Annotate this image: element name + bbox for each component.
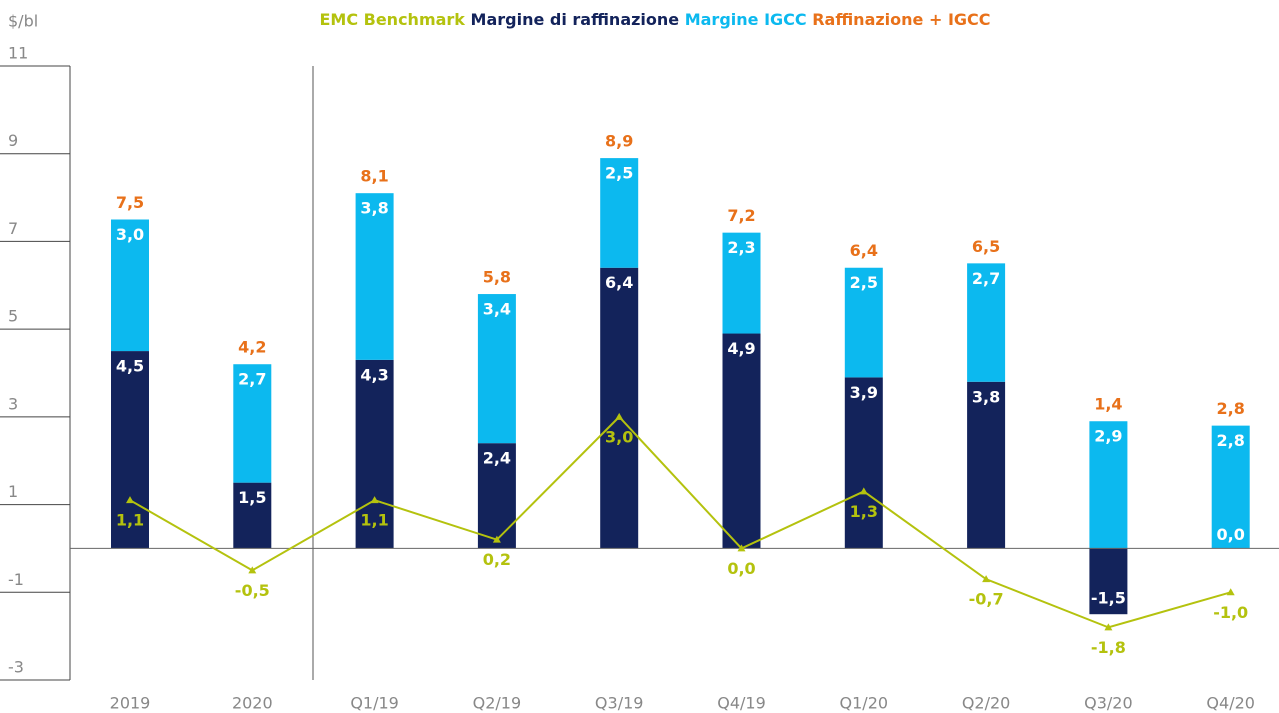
bar-label: 0,0: [1217, 525, 1245, 544]
legend-entry: Margine IGCC: [679, 10, 807, 29]
marker: [615, 412, 624, 420]
line: [129, 415, 1231, 629]
x-tick-label: Q4/19: [717, 694, 766, 713]
x-tick-label: 2019: [110, 694, 151, 713]
y-tick-label: -1: [8, 570, 24, 589]
bar-label: -1,5: [1091, 589, 1126, 608]
line-label: 0,2: [483, 550, 511, 569]
marker: [492, 535, 501, 543]
bar: [1211, 425, 1250, 549]
bar-label: 2,9: [1094, 427, 1122, 446]
marker: [859, 487, 868, 495]
y-tick-label: 11: [8, 44, 28, 63]
total-label: 7,2: [727, 206, 755, 225]
bar-label: 2,7: [972, 269, 1000, 288]
x-tick-label: 2020: [232, 694, 273, 713]
bar: [477, 294, 516, 444]
total-label: 8,1: [360, 167, 388, 186]
x-tick-label: Q1/20: [840, 694, 889, 713]
bar: [233, 364, 272, 483]
bar: [355, 359, 394, 549]
bar-label: 4,5: [116, 357, 144, 376]
line-label: 1,1: [116, 511, 144, 530]
line-label: -1,0: [1213, 603, 1248, 622]
total-label: 7,5: [116, 193, 144, 212]
marker: [126, 496, 134, 504]
total-label: 6,5: [972, 237, 1000, 256]
bar-label: 1,5: [238, 488, 266, 507]
bar: [967, 381, 1006, 549]
bar-label: 6,4: [605, 273, 633, 292]
bar-label: 3,8: [972, 387, 1000, 406]
bar-label: 2,3: [727, 238, 755, 257]
total-label: 2,8: [1217, 399, 1245, 418]
bar: [111, 219, 149, 352]
bar-label: 3,8: [360, 199, 388, 218]
legend: EMC Benchmark Margine di raffinazione Ma…: [319, 10, 990, 29]
bar: [233, 482, 272, 549]
total-label: 4,2: [238, 338, 266, 357]
marker: [982, 575, 991, 583]
bar: [600, 158, 639, 268]
marker: [737, 544, 746, 552]
x-tick-label: Q3/20: [1084, 694, 1133, 713]
line-label: 1,1: [360, 511, 388, 530]
bar: [844, 377, 883, 549]
bar: [1089, 421, 1128, 549]
x-tick-label: Q4/20: [1206, 694, 1255, 713]
bar-label: 2,5: [605, 164, 633, 183]
total-label: 8,9: [605, 132, 633, 151]
marker: [1226, 588, 1235, 596]
bar-label: 2,5: [850, 273, 878, 292]
bar: [355, 193, 394, 360]
bar-label: 3,4: [483, 300, 511, 319]
line-label: 3,0: [605, 427, 633, 446]
legend-entry: Raffinazione + IGCC: [807, 10, 991, 29]
y-tick-label: 7: [8, 219, 18, 238]
legend-entry: Margine di raffinazione: [465, 10, 679, 29]
bar: [722, 333, 761, 549]
line-label: -0,5: [235, 581, 270, 600]
line-label: 0,0: [727, 559, 755, 578]
total-label: 5,8: [483, 268, 511, 287]
x-tick-label: Q2/20: [962, 694, 1011, 713]
marker: [370, 496, 379, 504]
bar-label: 3,0: [116, 225, 144, 244]
y-tick-label: 1: [8, 482, 18, 501]
x-tick-label: Q3/19: [595, 694, 644, 713]
y-tick-label: -3: [8, 658, 24, 677]
total-label: 1,4: [1094, 395, 1122, 414]
bar: [1089, 548, 1128, 615]
legend-entry: EMC Benchmark: [319, 10, 465, 29]
bar: [722, 232, 761, 334]
bar: [967, 263, 1006, 382]
y-tick-label: 9: [8, 131, 18, 150]
y-axis-label: $/bl: [8, 12, 38, 31]
bar: [111, 351, 149, 549]
y-tick-label: 5: [8, 307, 18, 326]
x-tick-label: Q1/19: [350, 694, 399, 713]
x-tick-label: Q2/19: [473, 694, 522, 713]
bar: [844, 267, 883, 378]
line-label: -1,8: [1091, 638, 1126, 657]
bar-label: 3,9: [850, 383, 878, 402]
bar: [600, 267, 639, 549]
y-tick-label: 3: [8, 394, 18, 413]
bar-label: 4,3: [360, 365, 388, 384]
bar-label: 2,8: [1217, 431, 1245, 450]
total-label: 6,4: [850, 241, 878, 260]
bar-label: 2,7: [238, 370, 266, 389]
bar-label: 4,9: [727, 339, 755, 358]
bar-label: 2,4: [483, 449, 511, 468]
marker: [248, 566, 257, 574]
line-label: 1,3: [850, 502, 878, 521]
bar: [477, 443, 516, 549]
line-label: -0,7: [969, 590, 1004, 609]
marker: [1104, 623, 1113, 631]
